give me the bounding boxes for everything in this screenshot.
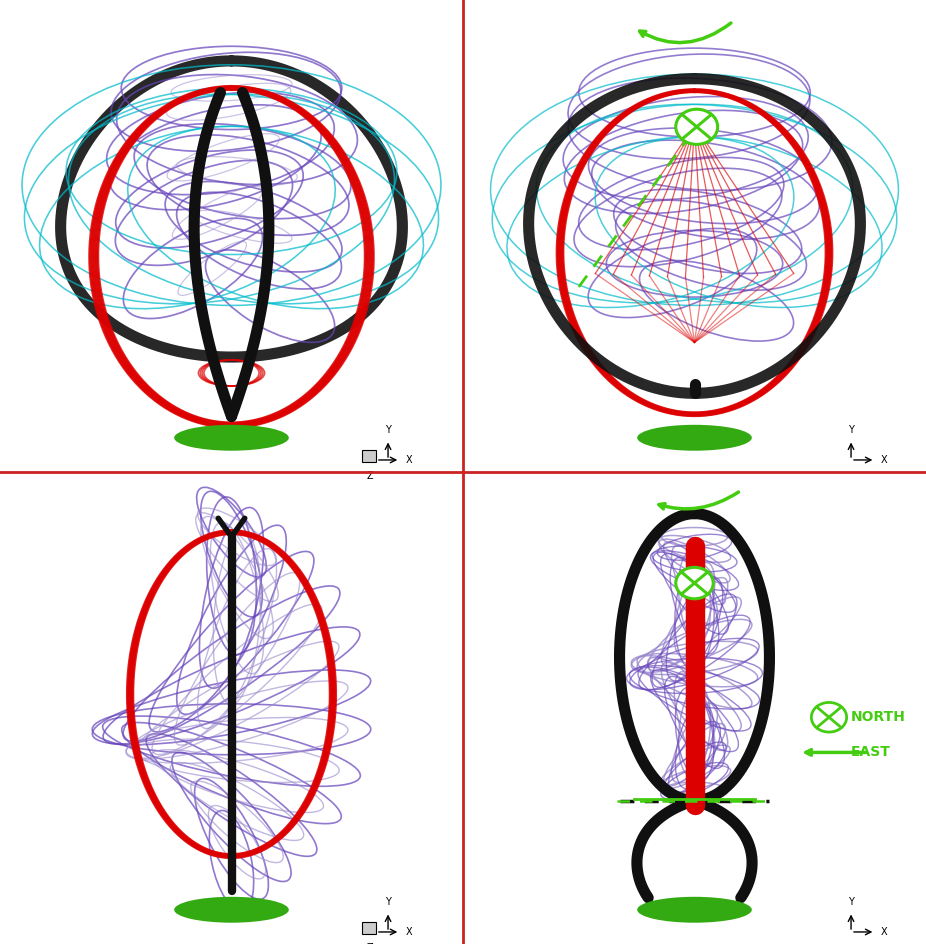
Bar [361,449,376,462]
Bar [361,921,376,934]
Ellipse shape [174,897,289,922]
Text: X: X [406,455,412,465]
Text: Y: Y [848,897,854,907]
Text: EAST: EAST [851,746,891,759]
Text: d): d) [482,479,506,498]
Text: Y: Y [385,425,391,435]
Text: c): c) [19,479,41,498]
Text: X: X [881,455,887,465]
Text: Z: Z [367,471,374,481]
Text: X: X [406,927,412,937]
Text: NORTH: NORTH [851,710,906,724]
Ellipse shape [174,425,289,450]
Circle shape [811,702,846,732]
Ellipse shape [637,425,752,450]
Ellipse shape [637,897,752,922]
Text: X: X [881,927,887,937]
Text: Y: Y [848,425,854,435]
Text: b): b) [482,7,506,26]
Text: a): a) [19,7,42,26]
Circle shape [676,110,718,144]
Text: Y: Y [385,897,391,907]
Circle shape [676,567,713,598]
